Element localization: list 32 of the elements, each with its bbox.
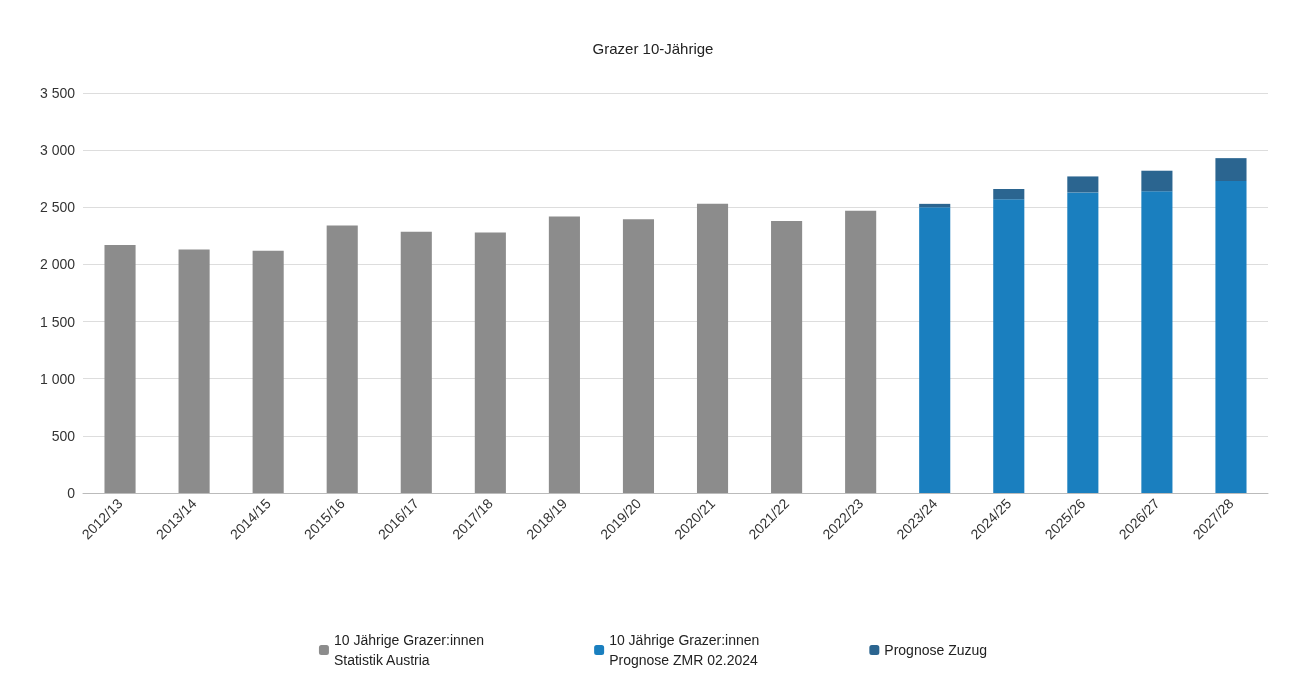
bar bbox=[1215, 181, 1247, 493]
y-tick-label: 3 500 bbox=[39, 85, 76, 101]
bar bbox=[252, 250, 284, 493]
legend-label: 10 Jährige Grazer:innen Prognose ZMR 02.2024 bbox=[609, 632, 760, 668]
bar bbox=[178, 249, 210, 493]
bar bbox=[993, 189, 1025, 200]
bar bbox=[1067, 192, 1099, 493]
bar bbox=[845, 210, 877, 493]
y-tick-label: 0 bbox=[67, 485, 76, 501]
bar bbox=[993, 199, 1025, 493]
bar bbox=[104, 245, 136, 493]
bar bbox=[771, 221, 803, 493]
bar bbox=[1067, 176, 1099, 193]
bar bbox=[622, 219, 655, 493]
legend-label: Prognose Zuzug bbox=[884, 642, 988, 658]
bar bbox=[696, 203, 729, 493]
bar bbox=[1215, 158, 1247, 181]
bar bbox=[326, 225, 358, 493]
bar bbox=[474, 232, 506, 493]
bar bbox=[400, 231, 432, 493]
bar bbox=[919, 207, 951, 493]
bar bbox=[1141, 170, 1173, 192]
y-tick-label: 500 bbox=[51, 427, 76, 444]
y-tick-label: 1 000 bbox=[39, 370, 76, 387]
bar bbox=[548, 216, 580, 493]
legend-label: 10 Jährige Grazer:innen Statistik Austria bbox=[333, 632, 485, 668]
y-tick-label: 2 500 bbox=[39, 199, 76, 216]
y-tick-label: 2 000 bbox=[39, 256, 76, 273]
chart-title: Grazer 10-Jährige bbox=[592, 40, 714, 57]
y-tick-label: 3 000 bbox=[39, 142, 76, 159]
bar bbox=[1141, 191, 1173, 493]
y-tick-label: 1 500 bbox=[39, 313, 76, 330]
